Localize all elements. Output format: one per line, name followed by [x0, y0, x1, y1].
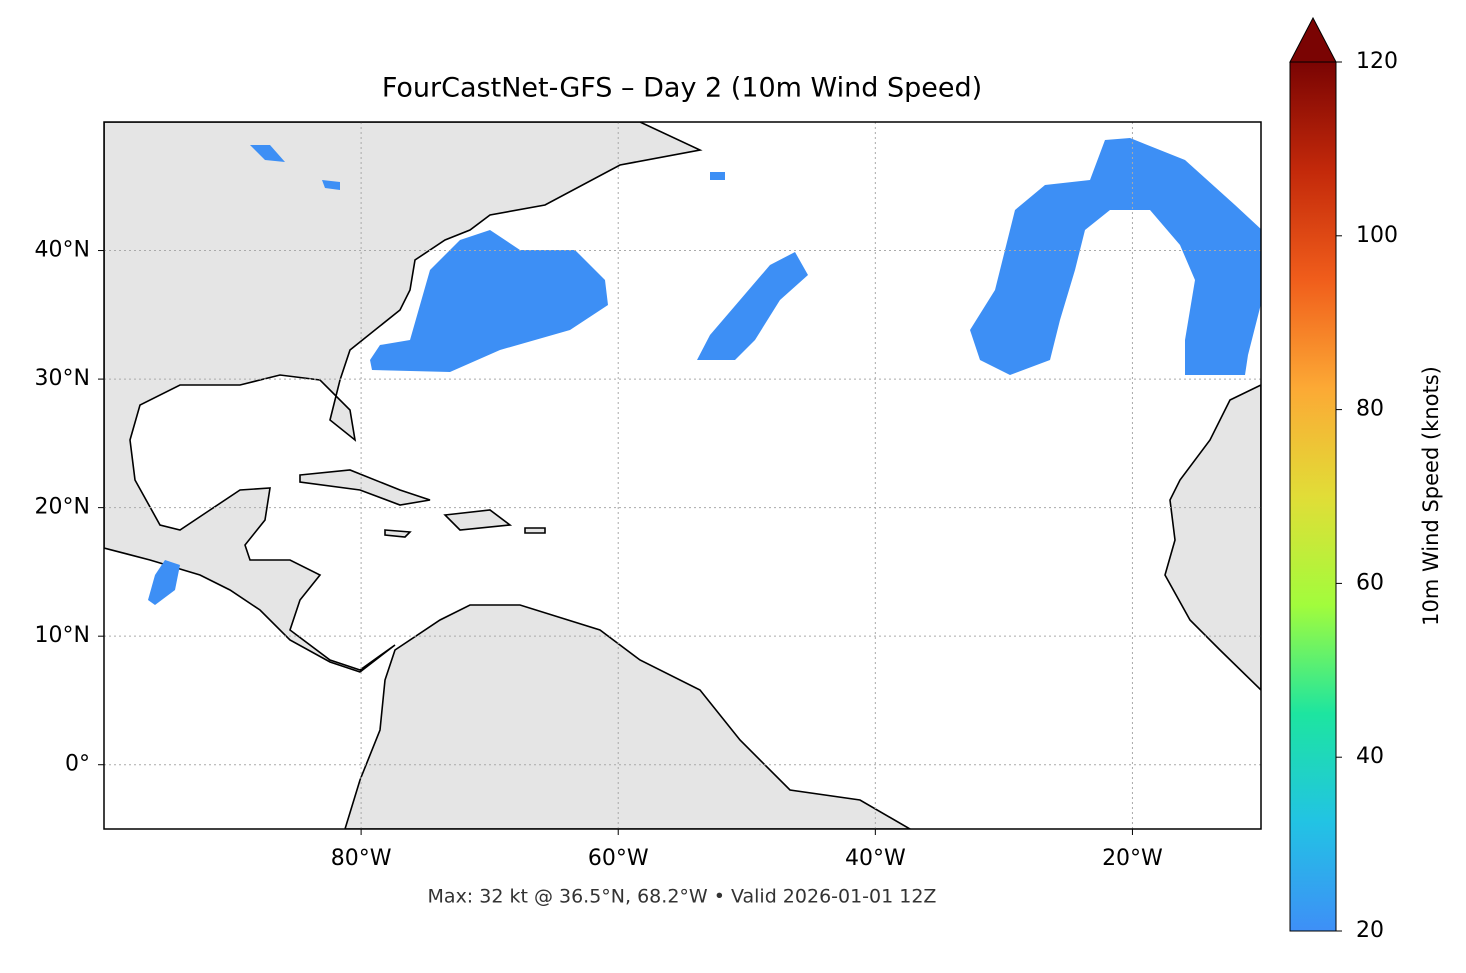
x-tick-label: 80°W [331, 846, 392, 871]
jamaica [384, 529, 412, 538]
y-tick-label: 20°N [35, 495, 90, 520]
wind-area [370, 230, 608, 372]
wind-area [322, 180, 340, 190]
colorbar-tick-label: 60 [1356, 570, 1384, 595]
wind-area [710, 172, 725, 180]
colorbar-tick-label: 100 [1356, 223, 1398, 248]
colorbar: 20 40 60 80 100 120 [1289, 16, 1398, 943]
colorbar-tick-label: 40 [1356, 744, 1384, 769]
puerto-rico [524, 527, 546, 534]
x-tick-label: 20°W [1102, 846, 1163, 871]
colorbar-label: 10m Wind Speed (knots) [1419, 366, 1443, 626]
map [104, 122, 1261, 829]
wind-area [250, 145, 285, 162]
y-tick-label: 30°N [35, 366, 90, 391]
wind-area [697, 252, 808, 360]
colorbar-extend [1289, 16, 1337, 63]
africa [1164, 384, 1261, 692]
y-tick-label: 10°N [35, 623, 90, 648]
colorbar-gradient [1289, 61, 1337, 932]
colorbar-tick-label: 120 [1356, 49, 1398, 74]
cuba [299, 469, 431, 506]
wind-area [148, 560, 180, 605]
footer-note: Max: 32 kt @ 36.5°N, 68.2°W • Valid 2026… [428, 886, 937, 908]
y-tick-label: 0° [65, 752, 90, 777]
y-tick-label: 40°N [35, 238, 90, 263]
x-tick-label: 40°W [845, 846, 906, 871]
colorbar-tick-label: 20 [1356, 918, 1384, 943]
x-tick-label: 60°W [588, 846, 649, 871]
wind-area [970, 138, 1261, 375]
south-america [344, 604, 912, 829]
map-frame [103, 121, 1262, 830]
chart-title: FourCastNet-GFS – Day 2 (10m Wind Speed) [382, 73, 982, 104]
colorbar-tick-label: 80 [1356, 397, 1384, 422]
north-america [104, 122, 703, 673]
hispaniola [443, 509, 513, 531]
